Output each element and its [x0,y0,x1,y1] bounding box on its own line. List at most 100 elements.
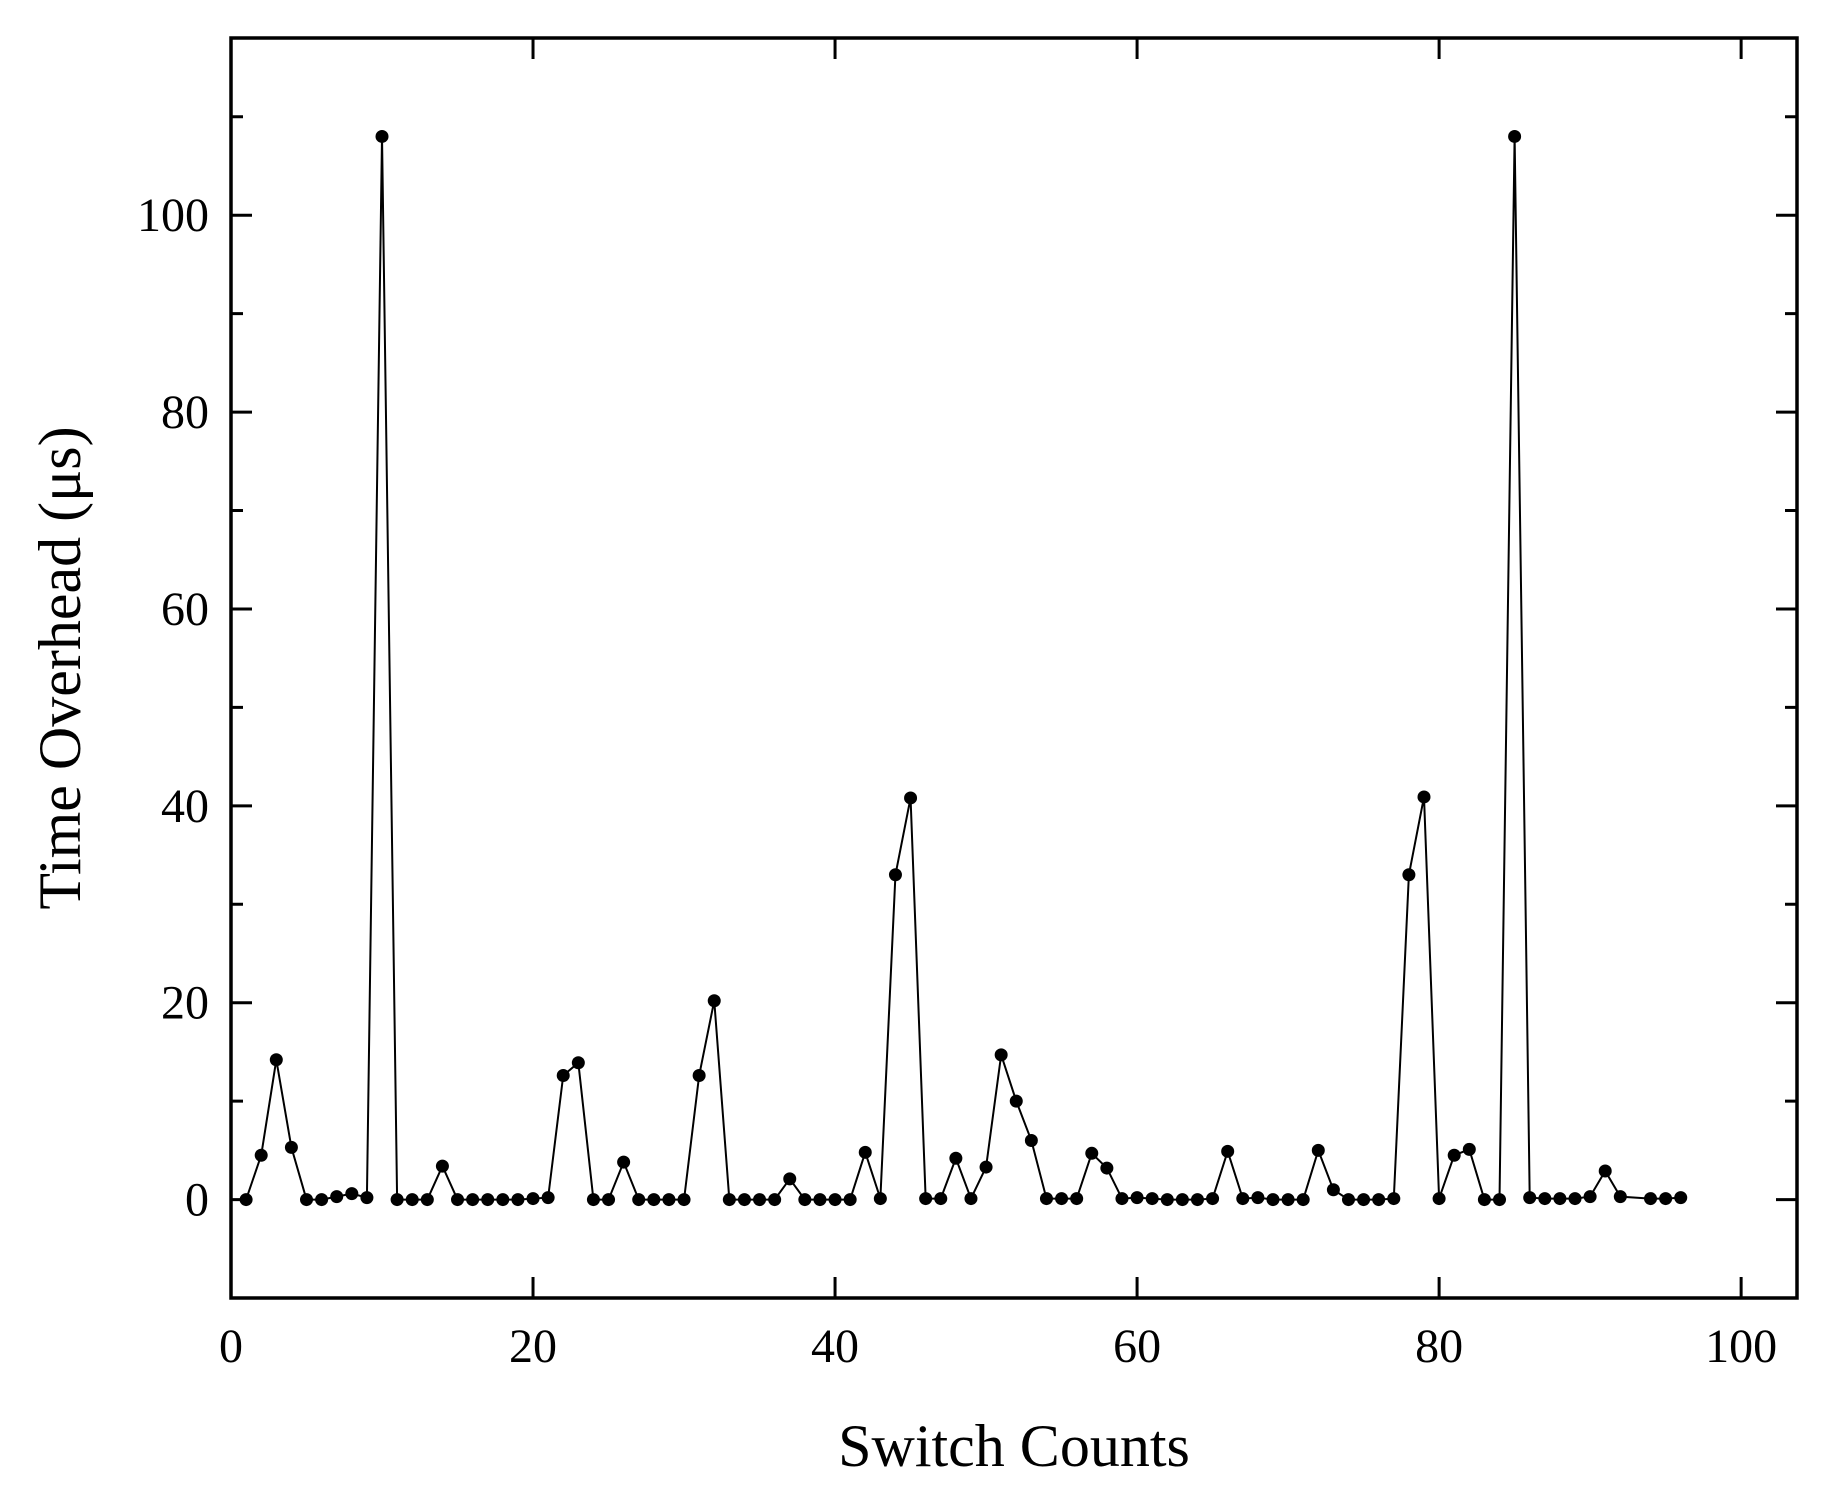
data-point [858,1145,872,1159]
data-point [269,1053,283,1067]
data-point [1221,1144,1235,1158]
data-point [511,1193,525,1207]
data-point [1281,1193,1295,1207]
data-point [1070,1192,1084,1206]
data-point [254,1148,268,1162]
data-point [1432,1192,1446,1206]
data-point [1266,1193,1280,1207]
data-point [1538,1192,1552,1206]
data-point [602,1193,616,1207]
data-point [541,1191,555,1205]
data-point [964,1192,978,1206]
data-point [571,1056,585,1070]
data-point [677,1193,691,1207]
data-point [768,1193,782,1207]
data-point [556,1069,570,1083]
data-point [1583,1190,1597,1204]
data-point [1387,1192,1401,1206]
data-point [1508,129,1522,143]
data-point [1372,1193,1386,1207]
data-point [481,1193,495,1207]
data-point [1462,1142,1476,1156]
data-point [1598,1164,1612,1178]
data-point [1493,1193,1507,1207]
data-point [1160,1193,1174,1207]
data-point [1251,1191,1265,1205]
x-tick-label: 60 [1113,1320,1161,1373]
data-point [1115,1192,1129,1206]
data-point [1447,1148,1461,1162]
data-point [330,1190,344,1204]
data-point [375,129,389,143]
data-point [919,1192,933,1206]
data-point [1674,1191,1688,1205]
data-point [783,1172,797,1186]
data-point [1206,1192,1220,1206]
data-point [1659,1192,1673,1206]
data-point [888,868,902,882]
data-point [707,994,721,1008]
y-tick-label: 40 [161,780,209,833]
y-tick-label: 100 [137,189,209,242]
data-point [1085,1146,1099,1160]
data-point [828,1193,842,1207]
data-point [1341,1193,1355,1207]
y-axis-label: Time Overhead (μs) [27,426,93,909]
series-line [245,136,1681,1202]
data-point [798,1193,812,1207]
data-point [647,1193,661,1207]
data-point [1175,1193,1189,1207]
data-point [813,1193,827,1207]
data-point [662,1193,676,1207]
data-point [239,1193,253,1207]
data-point [300,1193,314,1207]
data-point [390,1193,404,1207]
data-point [526,1192,540,1206]
data-point [1055,1192,1069,1206]
data-point [1039,1192,1053,1206]
plot-frame [229,36,1799,1300]
data-point [1130,1191,1144,1205]
data-point [737,1193,751,1207]
data-point [496,1193,510,1207]
data-point [1009,1094,1023,1108]
data-point [1236,1192,1250,1206]
data-point [949,1151,963,1165]
data-point [284,1140,298,1154]
data-point [722,1193,736,1207]
y-tick-label: 20 [161,977,209,1030]
data-point [1311,1143,1325,1157]
x-axis-label: Switch Counts [838,1413,1190,1479]
data-point [466,1193,480,1207]
data-point [1477,1193,1491,1207]
data-point [1417,790,1431,804]
data-point [1190,1193,1204,1207]
x-tick-label: 80 [1415,1320,1463,1373]
data-point [904,791,918,805]
data-point [979,1160,993,1174]
data-point [994,1048,1008,1062]
data-point [873,1192,887,1206]
data-point [1326,1183,1340,1197]
x-tick-label: 100 [1705,1320,1777,1373]
y-tick-label: 80 [161,386,209,439]
x-tick-label: 20 [509,1320,557,1373]
data-point [315,1193,329,1207]
data-point [632,1193,646,1207]
data-point [1613,1190,1627,1204]
y-tick-label: 0 [185,1174,209,1227]
data-point [1402,868,1416,882]
data-point [435,1159,449,1173]
data-point [843,1193,857,1207]
data-point [692,1069,706,1083]
data-point [1523,1191,1537,1205]
data-point [360,1191,374,1205]
y-tick-label: 60 [161,583,209,636]
data-point [420,1193,434,1207]
data-point [1357,1193,1371,1207]
data-point [1100,1161,1114,1175]
data-point [617,1155,631,1169]
data-point [1296,1193,1310,1207]
data-point [405,1193,419,1207]
